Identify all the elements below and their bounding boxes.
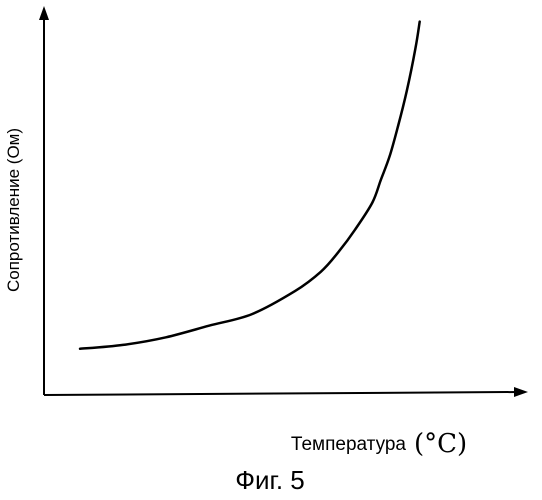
- y-axis-arrow: [39, 6, 49, 20]
- x-axis-label: Температура: [291, 434, 407, 455]
- figure-caption: Фиг. 5: [235, 465, 305, 495]
- x-axis-arrow: [514, 387, 528, 397]
- y-axis-label: Сопротивление (Ом): [4, 128, 23, 292]
- series-line: [80, 22, 420, 349]
- x-axis: [44, 392, 518, 395]
- x-axis-unit: (°C): [414, 429, 467, 459]
